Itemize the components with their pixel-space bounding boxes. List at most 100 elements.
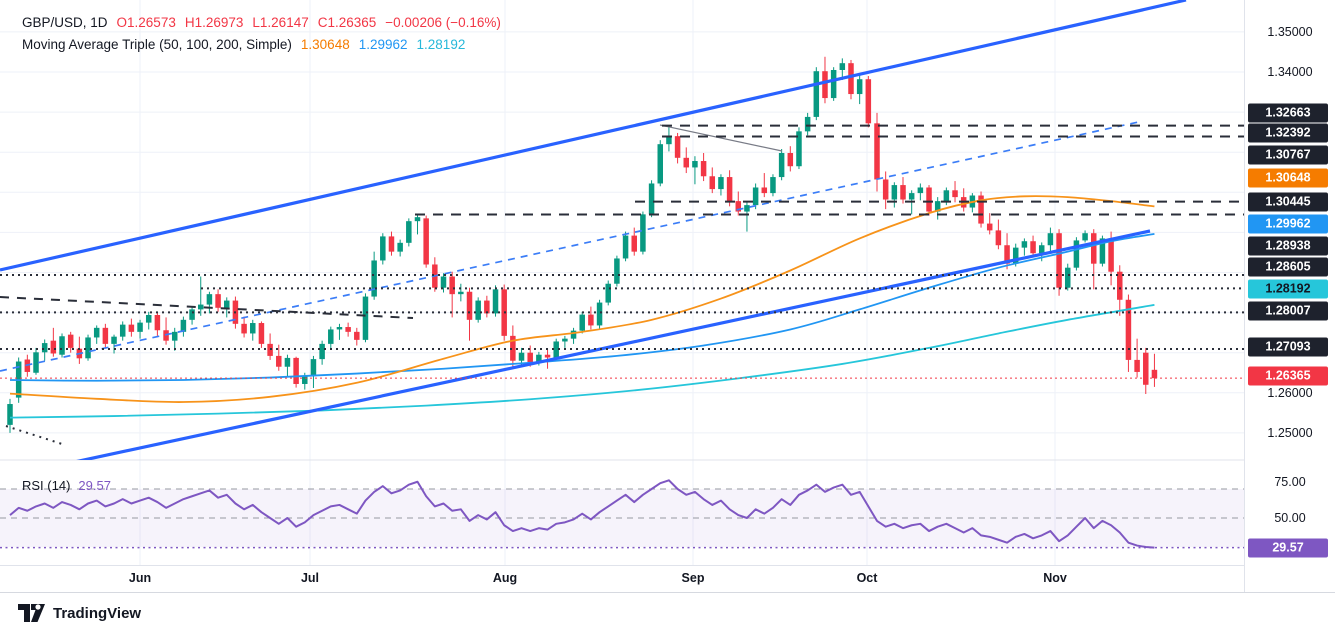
candle-body: [804, 116, 811, 132]
channel-lower-line: [76, 229, 1151, 460]
candle-body: [189, 309, 195, 320]
candle-body: [1091, 233, 1097, 264]
candle-body: [319, 343, 325, 360]
candle-body: [917, 187, 924, 194]
price-label-1.25000: 1.25000: [1267, 425, 1313, 440]
candle-body: [709, 176, 716, 190]
tradingview-logo-icon: [18, 604, 45, 622]
candle-body: [1038, 245, 1045, 254]
candle-body: [1012, 247, 1019, 264]
sma100-line: [9, 233, 1155, 382]
candle-body: [440, 276, 447, 288]
candle-body: [570, 330, 577, 339]
candle-body: [1143, 352, 1149, 385]
candle-body: [978, 195, 984, 224]
candle-body: [328, 329, 334, 344]
candle-body: [484, 300, 490, 314]
tradingview-logo[interactable]: TradingView: [18, 603, 141, 623]
candle-body: [796, 131, 802, 167]
candles-series: [7, 56, 1158, 433]
candle-body: [510, 335, 516, 361]
candle-body: [50, 340, 57, 354]
candle-body: [692, 161, 698, 168]
candle-body: [839, 63, 846, 70]
month-label-Oct: Oct: [856, 571, 878, 585]
price-label-1.35000: 1.35000: [1267, 24, 1313, 39]
price-badge-1.30445: 1.30445: [1248, 192, 1328, 212]
rsi-header[interactable]: RSI (14) 29.57: [22, 478, 111, 493]
candle-body: [631, 235, 637, 252]
candle-body: [666, 136, 672, 145]
month-label-Jun: Jun: [128, 571, 152, 585]
candle-body: [475, 300, 481, 320]
candle-body: [596, 302, 603, 326]
candle-body: [59, 336, 65, 355]
candle-body: [215, 294, 221, 308]
rsi-value: 29.57: [78, 478, 111, 493]
candle-body: [891, 185, 898, 200]
rsi-title[interactable]: RSI (14): [22, 478, 71, 493]
candle-body: [579, 314, 585, 331]
price-label-1.34000: 1.34000: [1267, 65, 1313, 79]
chart-plot-area[interactable]: [0, 0, 1244, 592]
candle-body: [466, 291, 473, 320]
candle-body: [449, 276, 455, 295]
candle-body: [414, 217, 421, 222]
candle-body: [752, 187, 759, 206]
candle-body: [544, 354, 551, 358]
candle-body: [171, 331, 178, 341]
price-badge-1.28007: 1.28007: [1248, 301, 1328, 321]
candle-body: [926, 187, 932, 212]
candle-body: [284, 357, 291, 367]
candle-body: [380, 236, 386, 261]
candle-body: [986, 223, 993, 231]
time-axis[interactable]: Jun Jul Aug Sep Oct Nov: [0, 565, 1244, 593]
price-badge-1.30648: 1.30648: [1248, 168, 1328, 188]
price-badge-1.32663: 1.32663: [1248, 103, 1328, 123]
candle-body: [345, 327, 351, 332]
candle-body: [908, 193, 915, 200]
candle-body: [128, 324, 135, 332]
price-badge-1.29962: 1.29962: [1248, 214, 1328, 234]
symbol-title[interactable]: GBP/USD, 1D: [22, 15, 108, 30]
candle-body: [241, 323, 247, 334]
candle-body: [1030, 241, 1036, 254]
candle-body: [735, 201, 742, 212]
candle-body: [111, 336, 117, 344]
candle-body: [7, 404, 13, 425]
chart-bottom-border: [0, 592, 1335, 593]
candle-body: [1004, 245, 1010, 264]
candle-body: [293, 357, 299, 384]
candle-body: [995, 230, 1002, 246]
candle-body: [1151, 369, 1158, 379]
price-badge-1.32392: 1.32392: [1248, 123, 1328, 143]
candle-body: [726, 177, 733, 202]
candle-body: [674, 136, 681, 158]
candle-body: [518, 352, 525, 361]
indicator-title[interactable]: Moving Average Triple (50, 100, 200, Sim…: [22, 37, 292, 52]
price-axis[interactable]: 1.35000 1.34000 1.26000 1.25000 1.32663 1.323…: [1244, 0, 1335, 592]
indicator-header[interactable]: Moving Average Triple (50, 100, 200, Sim…: [22, 37, 465, 52]
candle-body: [492, 289, 499, 314]
candle-body: [137, 322, 143, 332]
candle-body: [744, 205, 750, 212]
candle-body: [154, 315, 161, 331]
ohlc-close: C1.26365: [317, 15, 377, 30]
candle-body: [718, 177, 724, 190]
candle-body: [33, 352, 39, 373]
candle-body: [588, 314, 594, 326]
ma200-value: 1.28192: [416, 37, 466, 52]
candle-body: [102, 327, 109, 344]
month-label-Nov: Nov: [1043, 571, 1067, 585]
trendline: [0, 296, 414, 319]
candle-body: [934, 201, 941, 212]
rsi-badge: 29.57: [1248, 538, 1328, 558]
candle-body: [1134, 359, 1140, 372]
price-pane: [0, 0, 1244, 460]
channel-middle-line: [0, 120, 1144, 372]
candle-body: [856, 79, 863, 95]
symbol-header[interactable]: GBP/USD, 1D O1.26573 H1.26973 L1.26147 C…: [22, 15, 501, 30]
ohlc-open: O1.26573: [116, 15, 176, 30]
candle-body: [787, 153, 794, 167]
candle-body: [900, 185, 906, 200]
